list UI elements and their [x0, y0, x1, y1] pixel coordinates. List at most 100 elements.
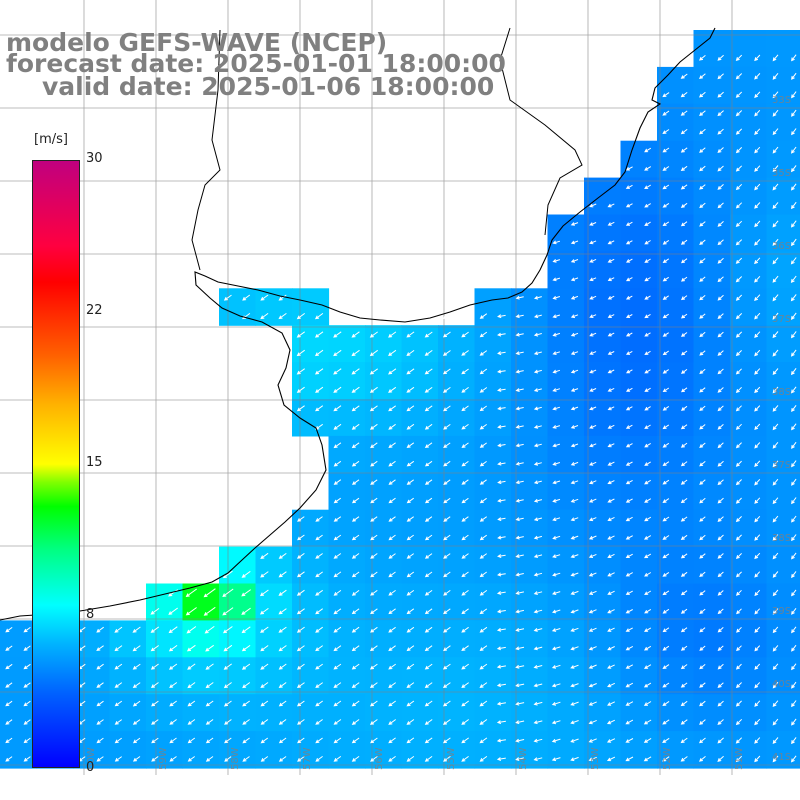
wind-cell — [620, 694, 658, 732]
wind-arrow — [315, 663, 323, 670]
wind-arrow — [607, 443, 615, 448]
wind-arrow — [424, 645, 433, 652]
wind-arrow — [533, 406, 542, 411]
wind-arrow — [443, 589, 451, 596]
wind-cell — [584, 325, 622, 363]
colorbar-tick-8: 8 — [86, 607, 95, 622]
wind-arrow — [114, 737, 122, 744]
wind-arrow — [114, 626, 123, 633]
valid-date: valid date: 2025-01-06 18:00:00 — [42, 72, 495, 101]
wind-arrow — [680, 184, 688, 190]
wind-arrow — [369, 700, 378, 707]
wind-arrow — [772, 497, 779, 505]
wind-arrow — [644, 424, 651, 429]
wind-arrow — [132, 756, 141, 762]
wind-arrow — [772, 386, 779, 394]
wind-arrow — [388, 682, 396, 689]
wind-cell — [657, 731, 695, 769]
wind-arrow — [680, 479, 688, 485]
wind-arrow — [114, 663, 123, 670]
wind-arrow — [150, 682, 159, 689]
wind-arrow — [222, 570, 233, 579]
wind-cell — [146, 657, 184, 695]
wind-arrow — [533, 554, 543, 558]
wind-arrow — [443, 442, 451, 449]
colorbar-tick-30: 30 — [86, 151, 103, 166]
wind-arrow — [625, 277, 633, 282]
wind-cell — [693, 657, 731, 695]
wind-arrow — [187, 756, 195, 762]
wind-cell — [693, 472, 731, 511]
wind-arrow — [424, 534, 433, 541]
wind-arrow — [132, 608, 141, 615]
wind-arrow — [333, 460, 342, 467]
wind-cell — [438, 583, 476, 621]
wind-arrow — [735, 405, 742, 412]
wind-cell — [401, 435, 439, 474]
wind-cell — [0, 620, 38, 658]
wind-cell — [730, 731, 768, 769]
wind-cell — [620, 362, 658, 400]
wind-arrow — [406, 460, 415, 467]
wind-cell — [474, 583, 512, 621]
wind-arrow — [588, 756, 597, 762]
wind-arrow — [772, 91, 779, 99]
wind-arrow — [205, 644, 214, 652]
wind-arrow — [680, 387, 688, 393]
wind-cell — [109, 620, 147, 658]
wind-arrow — [717, 276, 724, 283]
wind-arrow — [443, 608, 451, 615]
wind-arrow — [625, 166, 633, 171]
wind-arrow — [351, 571, 360, 578]
wind-arrow — [169, 700, 177, 707]
wind-arrow — [461, 700, 469, 707]
wind-arrow — [791, 737, 797, 745]
wind-arrow — [515, 517, 524, 522]
wind-arrow — [461, 571, 469, 578]
wind-cell — [693, 30, 731, 68]
wind-arrow — [96, 737, 104, 744]
wind-arrow — [533, 720, 543, 725]
wind-arrow — [424, 682, 433, 689]
wind-arrow — [754, 405, 761, 412]
wind-cell — [547, 288, 585, 326]
wind-arrow — [735, 91, 743, 98]
wind-arrow — [644, 221, 651, 226]
wind-arrow — [625, 590, 633, 595]
wind-arrow — [533, 351, 542, 355]
wind-arrow — [551, 738, 561, 743]
wind-arrow — [443, 553, 451, 559]
wind-arrow — [424, 755, 433, 762]
wind-arrow — [662, 553, 670, 559]
wind-arrow — [790, 755, 797, 763]
wind-cell — [766, 288, 800, 326]
wind-arrow — [680, 664, 688, 670]
wind-arrow — [388, 331, 397, 338]
wind-arrow — [205, 719, 214, 725]
wind-arrow — [351, 682, 360, 689]
wind-arrow — [644, 572, 652, 577]
wind-arrow — [461, 331, 469, 338]
wind-cell — [584, 288, 622, 326]
wind-arrow — [333, 479, 342, 485]
wind-arrow — [296, 386, 305, 393]
wind-arrow — [754, 571, 761, 578]
wind-arrow — [790, 201, 797, 210]
wind-arrow — [278, 737, 287, 744]
wind-arrow — [333, 331, 342, 338]
wind-arrow — [699, 368, 706, 375]
wind-cell — [657, 177, 695, 216]
wind-arrow — [515, 646, 525, 651]
wind-arrow — [260, 552, 269, 560]
wind-arrow — [680, 497, 688, 504]
wind-cell — [730, 251, 768, 289]
wind-arrow — [388, 423, 396, 430]
wind-arrow — [662, 571, 670, 577]
wind-arrow — [315, 386, 324, 393]
wind-cell — [438, 362, 476, 400]
wind-arrow — [570, 425, 579, 429]
wind-arrow — [717, 534, 724, 541]
wind-arrow — [717, 497, 724, 504]
wind-arrow — [515, 554, 524, 558]
wind-arrow — [96, 608, 104, 615]
